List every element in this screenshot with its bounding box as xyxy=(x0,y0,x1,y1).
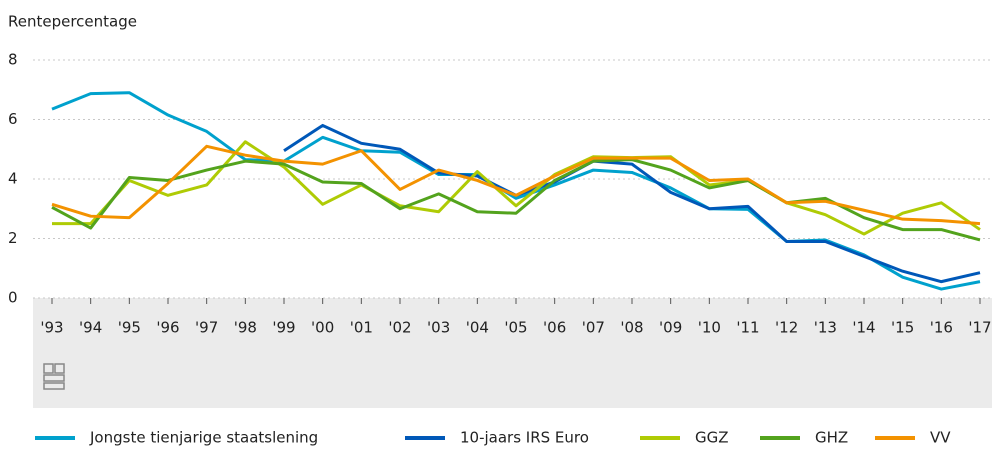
x-tick-label: '02 xyxy=(388,319,411,337)
legend-label: VV xyxy=(930,429,951,447)
x-tick-label: '97 xyxy=(195,319,218,337)
y-tick-label: 2 xyxy=(8,229,18,247)
x-tick-label: '08 xyxy=(620,319,643,337)
x-tick-label: '15 xyxy=(891,319,914,337)
x-tick-label: '09 xyxy=(659,319,682,337)
series-line xyxy=(51,144,981,226)
series-line xyxy=(51,91,981,291)
y-tick-label: 0 xyxy=(8,289,18,307)
x-tick-label: '00 xyxy=(311,319,334,337)
y-tick-label: 4 xyxy=(8,170,18,188)
x-tick-label: '14 xyxy=(852,319,875,337)
x-tick-label: '01 xyxy=(350,319,373,337)
cbs-logo xyxy=(43,363,65,390)
legend-label: GGZ xyxy=(695,429,729,447)
legend-label: 10-jaars IRS Euro xyxy=(460,429,589,447)
x-tick-label: '96 xyxy=(156,319,179,337)
x-tick-label: '99 xyxy=(272,319,295,337)
x-tick-label: '94 xyxy=(79,319,102,337)
y-tick-label: 8 xyxy=(8,51,18,69)
y-tick-label: 6 xyxy=(8,110,18,128)
x-tick-label: '16 xyxy=(930,319,953,337)
x-tick-label: '10 xyxy=(698,319,721,337)
x-tick-label: '11 xyxy=(736,319,759,337)
x-tick-label: '04 xyxy=(466,319,489,337)
y-axis-title: Rentepercentage xyxy=(8,13,137,31)
x-tick-label: '98 xyxy=(234,319,257,337)
series-line xyxy=(52,140,981,236)
series-line xyxy=(283,123,981,284)
footer-band xyxy=(33,298,992,408)
x-tick-label: '12 xyxy=(775,319,798,337)
x-tick-label: '95 xyxy=(118,319,141,337)
legend-label: GHZ xyxy=(815,429,848,447)
legend-label: Jongste tienjarige staatslening xyxy=(89,429,318,447)
x-tick-label: '93 xyxy=(40,319,63,337)
x-tick-label: '06 xyxy=(543,319,566,337)
x-tick-label: '03 xyxy=(427,319,450,337)
x-tick-label: '05 xyxy=(504,319,527,337)
x-tick-label: '13 xyxy=(814,319,837,337)
series-line xyxy=(51,158,981,242)
x-tick-label: '17 xyxy=(968,319,991,337)
x-tick-label: '07 xyxy=(582,319,605,337)
